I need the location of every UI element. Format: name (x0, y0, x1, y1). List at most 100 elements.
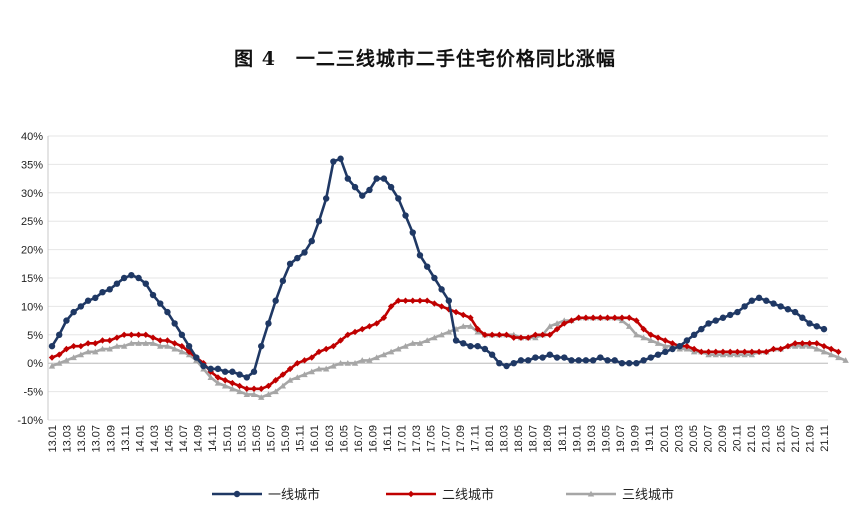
data-point (820, 342, 828, 350)
data-point (286, 260, 294, 267)
data-point (359, 325, 366, 333)
data-point (250, 391, 258, 397)
data-point (510, 334, 517, 341)
data-point (221, 368, 229, 375)
data-point (582, 357, 590, 364)
data-point (344, 331, 352, 338)
data-point (48, 342, 56, 350)
data-point (330, 158, 337, 165)
data-point (359, 192, 366, 199)
data-point (748, 297, 756, 304)
series-lines (48, 155, 849, 400)
data-point (142, 280, 149, 287)
data-point (243, 385, 251, 392)
data-point (474, 342, 481, 350)
data-point (748, 348, 756, 356)
data-point (770, 345, 777, 353)
data-point (452, 308, 460, 316)
data-point (813, 340, 820, 347)
data-point (178, 348, 186, 355)
data-point (171, 320, 178, 327)
data-point (625, 360, 633, 367)
x-tick-label: 19.11 (644, 425, 656, 452)
x-tick-label: 18.11 (557, 425, 569, 452)
data-point (604, 314, 611, 321)
x-tick-label: 19.09 (630, 425, 642, 453)
data-point (135, 331, 142, 338)
data-point (56, 360, 63, 366)
data-point (135, 340, 142, 346)
data-point (409, 340, 416, 346)
x-tick-label: 13.01 (47, 425, 59, 453)
data-point (221, 377, 229, 384)
legend-item: 三线城市 (566, 487, 674, 503)
data-point (149, 340, 157, 346)
data-point (561, 354, 568, 361)
data-point (481, 345, 489, 353)
data-point (258, 394, 265, 400)
x-tick-label: 14.09 (193, 425, 205, 453)
data-point (70, 308, 77, 316)
data-point (460, 311, 467, 319)
data-point (828, 345, 835, 353)
data-point (654, 340, 662, 346)
data-point (575, 357, 582, 364)
data-point (597, 354, 604, 361)
x-tick-label: 21.01 (746, 425, 758, 453)
data-point (546, 351, 554, 358)
x-tick-label: 13.09 (105, 425, 117, 453)
data-point (633, 317, 640, 324)
data-point (315, 365, 323, 372)
x-tick-label: 18.03 (499, 425, 511, 453)
data-point (835, 354, 842, 361)
data-point (373, 320, 380, 327)
x-tick-label: 13.03 (62, 425, 74, 453)
data-point (229, 379, 236, 387)
data-point (705, 320, 712, 327)
data-point (452, 337, 460, 344)
data-point (496, 331, 503, 338)
data-point (294, 254, 301, 262)
legend-item: 一线城市 (212, 487, 320, 503)
data-point (467, 323, 474, 329)
data-point (705, 348, 712, 356)
data-point (813, 345, 820, 352)
data-point (265, 382, 272, 390)
data-point (200, 362, 207, 370)
data-point (633, 331, 640, 338)
data-point (164, 337, 171, 344)
data-point (669, 340, 676, 347)
data-point (438, 331, 445, 338)
x-tick-label: 17.05 (426, 425, 438, 453)
data-point (294, 374, 301, 380)
data-point (763, 348, 770, 356)
data-point (524, 334, 532, 341)
x-tick-label: 20.09 (717, 425, 729, 453)
data-point (546, 323, 554, 329)
data-point (662, 348, 669, 356)
x-tick-label: 21.05 (775, 425, 787, 453)
data-point (719, 348, 727, 356)
legend-marker (587, 490, 595, 497)
data-point (99, 289, 106, 296)
data-point (488, 331, 496, 338)
data-point (373, 175, 380, 182)
data-point (532, 331, 539, 338)
y-tick-labels: 40% 35% 30% 25% 20% 15% 10% 5% 0% -5% -10% (17, 131, 43, 427)
x-tick-label: 20.05 (688, 425, 700, 453)
x-tick-label: 19.07 (615, 425, 627, 453)
data-point (799, 314, 806, 321)
data-point (294, 360, 301, 367)
data-point (553, 320, 561, 326)
data-point (784, 306, 792, 313)
x-tick-label: 14.11 (207, 425, 219, 452)
data-point (142, 331, 149, 338)
data-point (416, 340, 424, 346)
data-point (387, 303, 395, 310)
legend: 一线城市 二线城市 三线城市 (212, 487, 674, 503)
x-tick-label: 17.01 (397, 425, 409, 453)
data-point (77, 351, 85, 358)
data-point (409, 229, 416, 236)
data-point (460, 323, 467, 329)
